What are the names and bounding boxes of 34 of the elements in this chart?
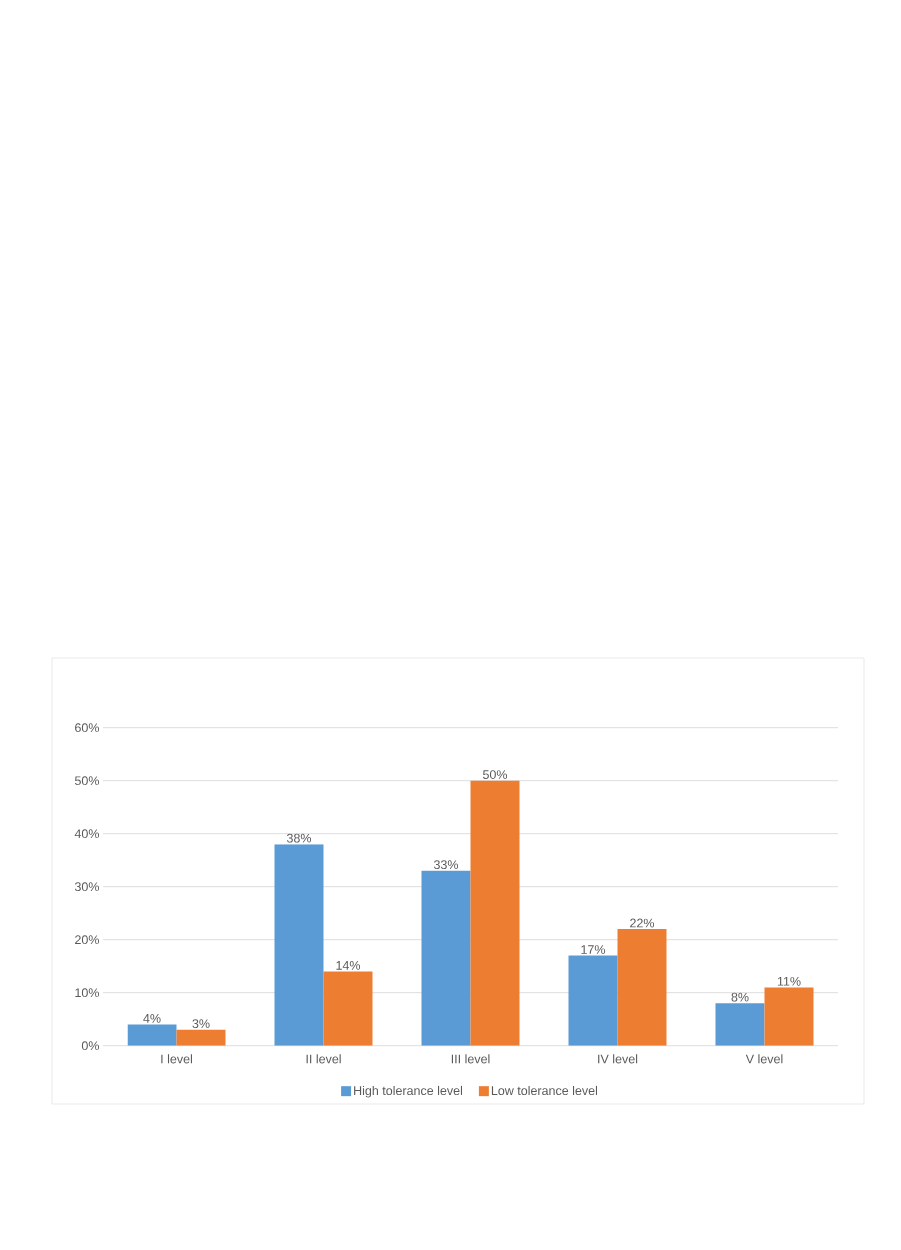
bar xyxy=(127,1024,177,1046)
data-label: 38% xyxy=(286,833,312,843)
data-label: 11% xyxy=(777,976,801,986)
bar xyxy=(568,955,618,1046)
bar xyxy=(421,870,471,1046)
data-label: 33% xyxy=(433,860,459,870)
data-label: 8% xyxy=(731,992,749,1002)
bar xyxy=(470,780,520,1046)
data-label: 22% xyxy=(630,918,655,928)
bar xyxy=(715,1003,765,1046)
data-label: 14% xyxy=(336,961,361,970)
y-tick-label: 60% xyxy=(75,723,100,733)
legend-label: Low tolerance level xyxy=(491,1085,598,1096)
data-label: 3% xyxy=(192,1019,210,1029)
x-tick-label: II level xyxy=(306,1054,341,1064)
y-tick-label: 10% xyxy=(75,988,100,998)
y-tick-label: 30% xyxy=(74,882,100,892)
x-tick-label: V level xyxy=(745,1054,783,1064)
y-tick-label: 50% xyxy=(74,776,100,786)
y-tick-label: 20% xyxy=(75,935,100,945)
data-label: 50% xyxy=(482,770,508,779)
bar xyxy=(176,1029,226,1046)
x-tick-label: I level xyxy=(161,1054,192,1064)
bar xyxy=(323,971,373,1046)
y-tick-label: 40% xyxy=(74,829,100,839)
bar xyxy=(764,987,814,1046)
x-tick-label: III level xyxy=(451,1054,490,1064)
x-tick-label: IV level xyxy=(598,1054,638,1064)
data-label: 17% xyxy=(581,945,606,954)
bar xyxy=(617,929,667,1046)
y-tick-label: 0% xyxy=(81,1041,100,1051)
legend-label: High tolerance level xyxy=(354,1085,463,1098)
bar xyxy=(274,844,324,1046)
data-label: 4% xyxy=(143,1014,161,1023)
